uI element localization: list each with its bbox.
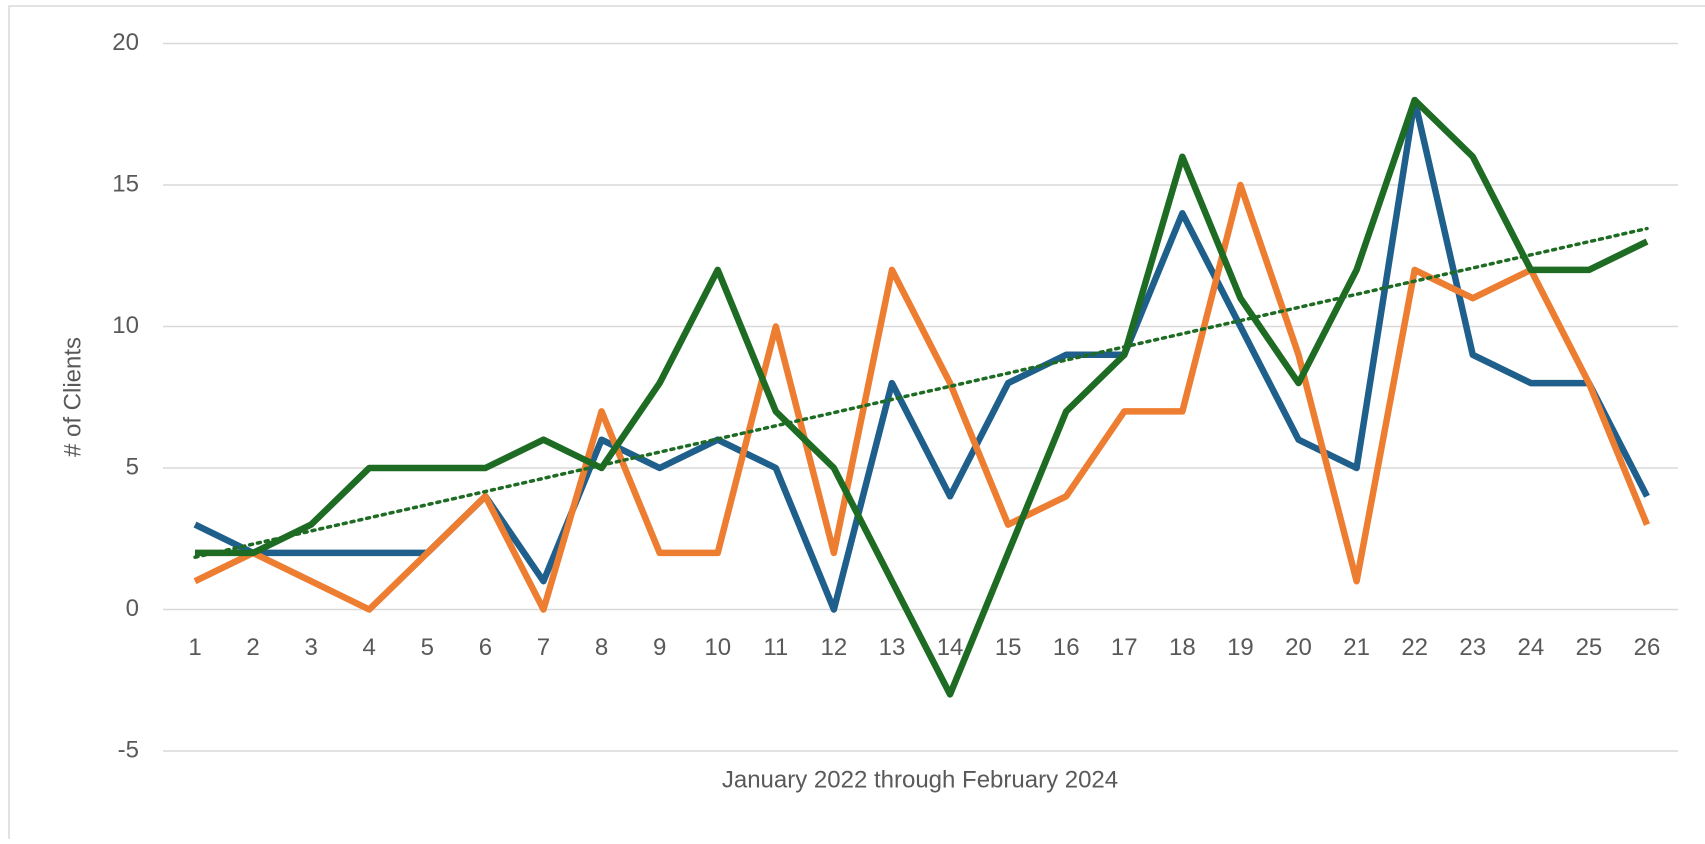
x-tick-label: 16 — [1053, 634, 1080, 661]
line-series — [193, 181, 1651, 613]
x-tick-label: 20 — [1285, 634, 1312, 661]
x-tick-label: 26 — [1634, 634, 1661, 661]
x-tick-label: 15 — [995, 634, 1022, 661]
x-axis-title: January 2022 through February 2024 — [722, 766, 1118, 793]
trendline — [193, 226, 1649, 560]
x-tick-label: 7 — [537, 634, 550, 661]
x-tick-label: 14 — [937, 634, 964, 661]
x-tick-label: 21 — [1343, 634, 1370, 661]
x-tick-label: 22 — [1401, 634, 1428, 661]
x-tick-label: 23 — [1459, 634, 1486, 661]
x-tick-label: 1 — [188, 634, 201, 661]
x-tick-label: 5 — [421, 634, 434, 661]
x-tick-label: 4 — [363, 634, 376, 661]
x-tick-label: 2 — [246, 634, 259, 661]
x-tick-label: 3 — [304, 634, 317, 661]
y-tick-label: 20 — [112, 29, 139, 56]
y-tick-label: -5 — [118, 736, 139, 763]
x-tick-label: 25 — [1576, 634, 1603, 661]
x-tick-label: 11 — [763, 634, 788, 661]
x-tick-label: 24 — [1517, 634, 1544, 661]
y-tick-label: 10 — [112, 312, 139, 339]
x-tick-label: 8 — [595, 634, 608, 661]
x-tick-label: 6 — [479, 634, 492, 661]
x-tick-label: 17 — [1111, 634, 1138, 661]
x-tick-label: 13 — [879, 634, 906, 661]
line-series — [195, 96, 1649, 698]
y-tick-label: 0 — [126, 595, 139, 622]
y-tick-label: 5 — [126, 453, 139, 480]
x-tick-label: 9 — [653, 634, 666, 661]
y-tick-label: 15 — [112, 170, 139, 197]
x-tick-label: 18 — [1169, 634, 1196, 661]
y-axis-title: # of Clients — [59, 337, 86, 457]
x-tick-label: 19 — [1227, 634, 1254, 661]
x-tick-label: 10 — [704, 634, 731, 661]
x-tick-label: 12 — [821, 634, 848, 661]
